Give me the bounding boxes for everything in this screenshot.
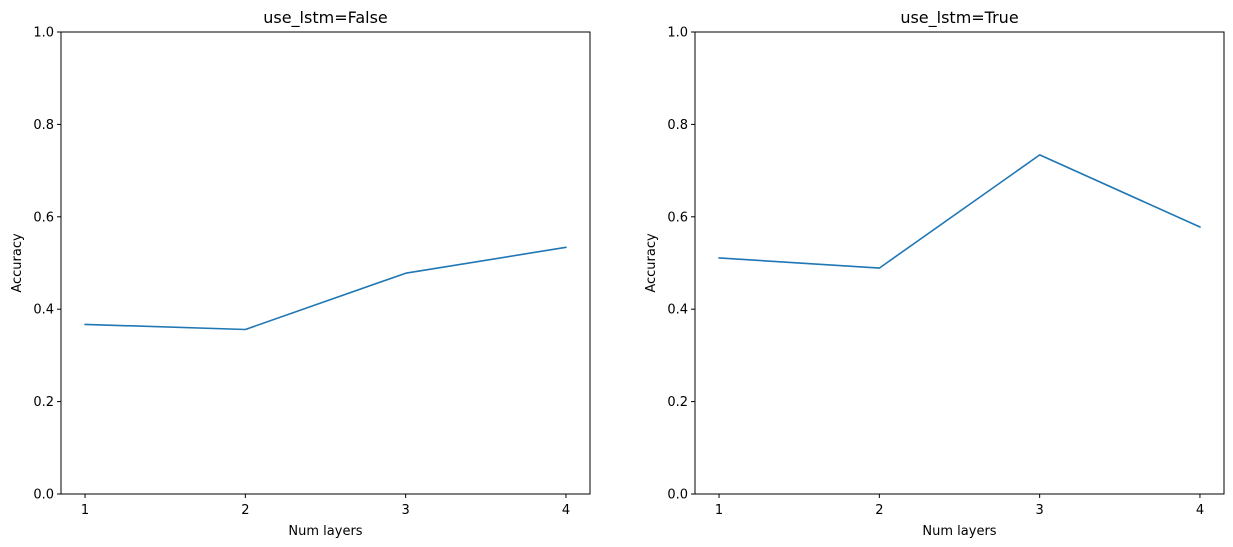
x-axis-label: Num layers (288, 524, 362, 539)
series-line (84, 246, 567, 331)
series-line (718, 154, 1201, 269)
plot-frame (694, 31, 1225, 495)
y-tick-label: 0.0 (667, 488, 688, 503)
y-tick-label: 0.0 (33, 488, 54, 503)
x-tick-label: 1 (81, 503, 89, 518)
chart-title: use_lstm=False (263, 8, 388, 28)
y-tick-label: 0.2 (33, 395, 54, 410)
y-tick-label: 0.8 (667, 118, 688, 133)
x-tick-label: 1 (715, 503, 723, 518)
x-tick-label: 4 (1196, 503, 1204, 518)
y-tick-label: 1.0 (667, 26, 688, 41)
y-tick-label: 0.4 (33, 303, 54, 318)
x-tick-label: 3 (1036, 503, 1044, 518)
y-tick-label: 0.4 (667, 303, 688, 318)
y-axis-label: Accuracy (644, 233, 659, 293)
x-axis: 1 2 3 4 (81, 494, 570, 518)
y-axis: 0.0 0.2 0.4 0.6 0.8 1.0 (33, 26, 61, 503)
subplot-use-lstm-true: use_lstm=True 0.0 0.2 0.4 0.6 0.8 1.0 1 2 3 4 Nu… (644, 8, 1225, 539)
x-axis: 1 2 3 4 (715, 494, 1204, 518)
y-tick-label: 0.6 (33, 210, 54, 225)
x-tick-label: 2 (875, 503, 883, 518)
y-tick-label: 0.2 (667, 395, 688, 410)
plot-frame (60, 31, 591, 495)
x-tick-label: 3 (402, 503, 410, 518)
y-axis-label: Accuracy (10, 233, 25, 293)
x-axis-label: Num layers (922, 524, 996, 539)
y-tick-label: 0.6 (667, 210, 688, 225)
x-tick-label: 4 (562, 503, 570, 518)
x-tick-label: 2 (241, 503, 249, 518)
subplot-use-lstm-false: use_lstm=False 0.0 0.2 0.4 0.6 0.8 1.0 1 2 3 4 N… (10, 8, 591, 539)
chart-title: use_lstm=True (900, 8, 1018, 28)
y-tick-label: 0.8 (33, 118, 54, 133)
y-tick-label: 1.0 (33, 26, 54, 41)
y-axis: 0.0 0.2 0.4 0.6 0.8 1.0 (667, 26, 695, 503)
